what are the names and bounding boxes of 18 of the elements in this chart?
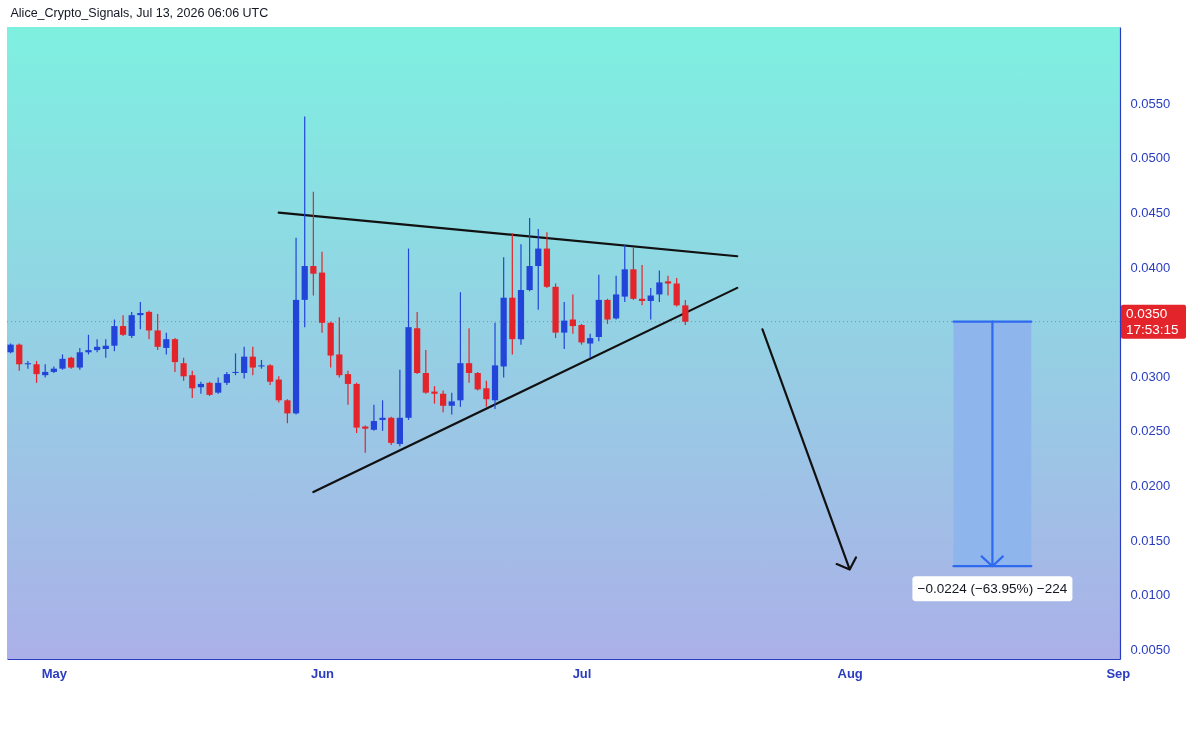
y-tick-label: 0.0200 [1130, 477, 1171, 493]
y-tick-label: 0.0150 [1130, 532, 1171, 548]
x-tick-label: Jun [310, 665, 335, 681]
data-label: −0.0224 (−63.95%) −224 [917, 580, 1068, 596]
chart-title: Alice_Crypto_Signals, Jul 13, 2026 06:06 UTC [10, 5, 269, 20]
x-tick-label: Sep [1106, 665, 1131, 681]
y-tick-label: 0.0450 [1130, 205, 1171, 221]
x-tick-label: Jul [572, 665, 592, 681]
ref-line-label: 0.0350 17:53:15 [1126, 305, 1179, 337]
y-tick-label: 0.0550 [1130, 95, 1171, 111]
y-tick-label: 0.0500 [1130, 150, 1171, 166]
y-tick-label: 0.0100 [1130, 587, 1171, 603]
x-tick-label: May [41, 665, 68, 681]
y-tick-label: 0.0250 [1130, 423, 1171, 439]
y-tick-label: 0.0300 [1130, 368, 1171, 384]
y-tick-label: 0.0400 [1130, 259, 1171, 275]
x-tick-label: Aug [837, 665, 863, 681]
y-tick-label: 0.0050 [1130, 641, 1171, 657]
